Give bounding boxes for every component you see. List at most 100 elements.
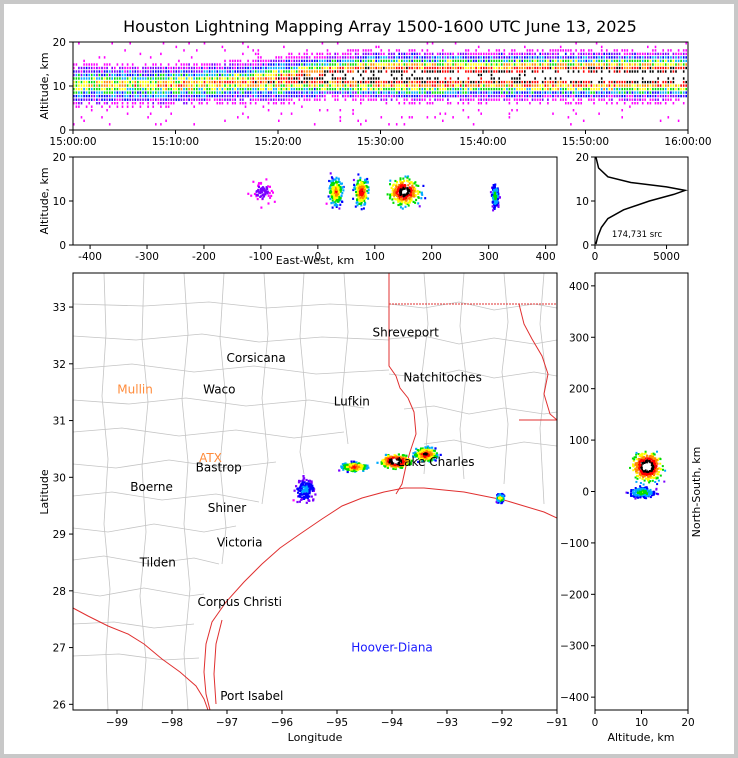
- ew-height-cell: [402, 184, 404, 187]
- time-height-cell: [685, 77, 687, 80]
- time-height-cell: [257, 70, 260, 73]
- time-height-cell: [516, 102, 518, 105]
- time-height-cell: [518, 66, 521, 70]
- time-height-cell: [626, 49, 629, 52]
- ew-height-cell: [357, 194, 360, 197]
- time-height-cell: [103, 80, 106, 84]
- time-height-cell: [244, 80, 247, 84]
- time-height-cell: [311, 73, 313, 77]
- time-height-cell: [375, 63, 377, 66]
- time-height-cell: [326, 109, 329, 112]
- time-height-cell: [93, 73, 96, 77]
- time-height-cell: [452, 66, 454, 70]
- time-height-cell: [654, 102, 657, 105]
- time-height-cell: [352, 66, 354, 70]
- time-height-cell: [406, 70, 408, 73]
- time-height-cell: [552, 80, 554, 84]
- time-height-cell: [534, 73, 536, 77]
- ew-height-cell: [391, 192, 394, 195]
- time-height-cell: [629, 84, 631, 87]
- time-height-cell: [449, 70, 452, 73]
- time-height-cell: [462, 94, 465, 98]
- time-height-cell: [131, 80, 134, 84]
- ew-height-cell: [360, 186, 363, 189]
- time-height-cell: [124, 73, 126, 77]
- time-height-cell: [508, 56, 511, 59]
- time-height-cell: [293, 70, 295, 73]
- time-height-cell: [626, 56, 629, 59]
- time-height-cell: [434, 91, 436, 94]
- time-height-cell: [467, 66, 470, 70]
- time-height-cell: [503, 80, 506, 84]
- time-height-cell: [372, 70, 375, 73]
- time-height-cell: [377, 73, 380, 77]
- time-height-cell: [670, 73, 672, 77]
- time-height-cell: [554, 73, 557, 77]
- time-height-cell: [598, 91, 600, 94]
- time-height-cell: [242, 63, 244, 66]
- time-height-cell: [185, 80, 188, 84]
- time-height-cell: [226, 98, 229, 101]
- time-height-cell: [429, 77, 431, 80]
- time-height-cell: [649, 98, 652, 101]
- time-height-cell: [647, 66, 649, 70]
- time-height-cell: [659, 80, 662, 84]
- time-height-xtick-label: 15:20:00: [254, 136, 301, 148]
- time-height-cell: [472, 59, 475, 63]
- time-height-cell: [162, 102, 165, 105]
- time-height-cell: [385, 77, 388, 80]
- time-height-cell: [208, 77, 211, 80]
- time-height-cell: [167, 63, 170, 66]
- time-height-cell: [239, 87, 242, 91]
- lightning-source: [386, 458, 389, 461]
- time-height-cell: [508, 84, 511, 87]
- time-height-cell: [170, 112, 172, 115]
- time-height-cell: [547, 91, 549, 94]
- time-height-cell: [457, 66, 459, 70]
- time-height-cell: [116, 63, 119, 66]
- time-height-cell: [508, 112, 511, 115]
- time-height-cell: [106, 80, 108, 84]
- time-height-cell: [106, 102, 108, 105]
- time-height-cell: [477, 45, 480, 49]
- time-height-cell: [149, 87, 152, 91]
- time-height-cell: [572, 77, 575, 80]
- time-height-cell: [657, 52, 659, 56]
- time-height-cell: [124, 80, 126, 84]
- ew-height-xtick-label: -100: [249, 251, 273, 263]
- time-height-cell: [534, 87, 536, 91]
- time-height-cell: [380, 84, 383, 87]
- time-height-cell: [247, 77, 249, 80]
- time-height-cell: [408, 52, 411, 56]
- time-height-cell: [285, 63, 288, 66]
- time-height-cell: [418, 59, 421, 63]
- time-height-cell: [613, 77, 616, 80]
- time-height-cell: [78, 42, 80, 45]
- time-height-cell: [562, 59, 564, 63]
- time-height-cell: [180, 94, 183, 98]
- lightning-source: [397, 453, 400, 456]
- time-height-cell: [129, 91, 131, 94]
- time-height-cell: [383, 77, 385, 80]
- time-height-cell: [183, 73, 185, 77]
- time-height-cell: [347, 94, 349, 98]
- ew-height-cell: [270, 194, 273, 197]
- time-height-cell: [516, 70, 518, 73]
- time-height-cell: [119, 87, 121, 91]
- ew-height-cell: [494, 198, 497, 201]
- time-height-cell: [303, 66, 306, 70]
- time-height-cell: [93, 91, 96, 94]
- ew-height-cell: [338, 191, 341, 194]
- time-height-cell: [96, 84, 98, 87]
- ew-height-cell: [393, 197, 396, 200]
- time-height-cell: [426, 73, 429, 77]
- time-height-cell: [462, 66, 465, 70]
- time-height-cell: [393, 56, 395, 59]
- time-height-cell: [362, 70, 365, 73]
- time-height-cell: [452, 80, 454, 84]
- ew-height-cell: [396, 181, 398, 184]
- time-height-cell: [257, 91, 260, 94]
- time-height-cell: [357, 87, 359, 91]
- ew-height-cell: [335, 191, 337, 194]
- time-height-cell: [303, 94, 306, 98]
